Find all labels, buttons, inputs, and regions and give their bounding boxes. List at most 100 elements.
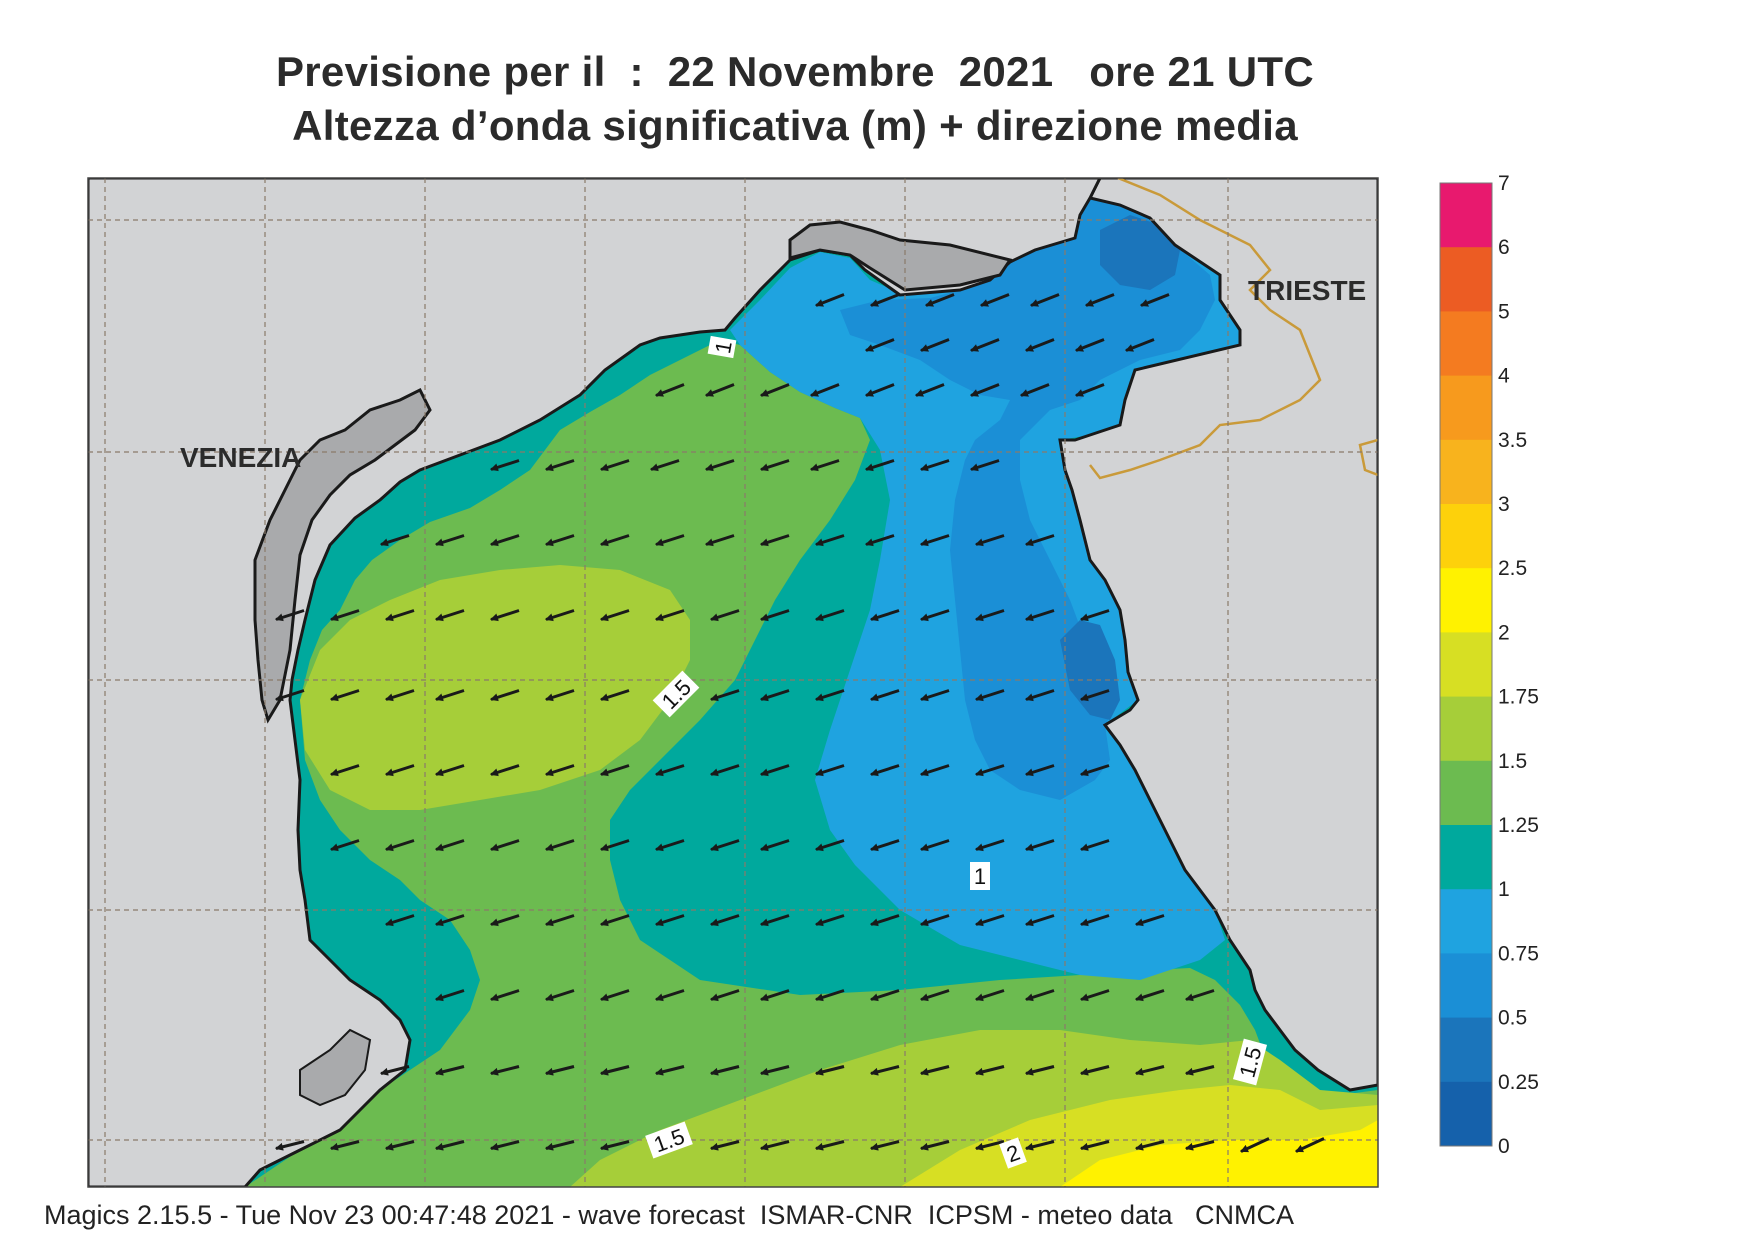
wave-arrow [545, 689, 575, 702]
wave-arrow [1080, 989, 1110, 1002]
wave-arrow [435, 689, 465, 702]
wave-arrow [710, 689, 740, 702]
wave-arrow [435, 534, 465, 547]
wave-arrow [815, 1140, 845, 1151]
wave-arrow [380, 1065, 410, 1076]
wave-arrow [760, 534, 790, 547]
wave-arrow [1025, 338, 1055, 352]
wave-arrow [385, 609, 415, 622]
wave-arrow [975, 989, 1005, 1002]
legend-label: 1.75 [1498, 686, 1539, 709]
wave-arrow [710, 914, 740, 927]
wave-arrow [435, 609, 465, 622]
wave-arrow [920, 839, 950, 852]
legend-label: 0 [1498, 1135, 1510, 1158]
wave-arrow [915, 383, 945, 397]
legend-swatch [1440, 375, 1492, 441]
legend-swatch [1440, 311, 1492, 377]
wave-arrow [490, 989, 520, 1002]
wave-arrow [330, 839, 360, 852]
wave-arrow [490, 1065, 520, 1076]
wave-arrow [710, 1065, 740, 1076]
wave-arrow [815, 293, 845, 307]
wave-arrow [275, 1140, 305, 1151]
wave-arrow [490, 764, 520, 777]
wave-arrow [655, 534, 685, 547]
wave-arrow [975, 839, 1005, 852]
wave-arrow [600, 1065, 630, 1076]
wave-arrow [760, 839, 790, 852]
legend-label: 7 [1498, 172, 1510, 195]
svg-text:1: 1 [710, 339, 737, 355]
wave-arrow [1025, 839, 1055, 852]
wave-arrow [870, 689, 900, 702]
wave-arrow [600, 764, 630, 777]
legend-label: 1 [1498, 878, 1510, 901]
legend-label: 2 [1498, 621, 1510, 644]
wave-arrow [920, 459, 950, 472]
wave-arrow [865, 338, 895, 352]
wave-arrow [1185, 1065, 1215, 1076]
wave-arrow [970, 383, 1000, 397]
city-label-venezia: VENEZIA [180, 442, 301, 473]
wave-arrow [275, 689, 305, 702]
forecast-title: Previsione per il : 22 Novembre 2021 ore… [275, 48, 1315, 95]
wave-arrow [975, 914, 1005, 927]
wave-arrow [600, 609, 630, 622]
wave-arrow [920, 534, 950, 547]
wave-arrow [1125, 338, 1155, 352]
legend-label: 0.25 [1498, 1071, 1539, 1094]
wave-arrow [760, 1140, 790, 1151]
legend-swatch [1440, 439, 1492, 505]
wave-arrow [975, 609, 1005, 622]
wave-arrow [865, 459, 895, 472]
wave-arrow [545, 534, 575, 547]
wave-arrow [870, 914, 900, 927]
land-istria [1058, 178, 1378, 1092]
wave-arrow [1295, 1137, 1325, 1153]
wave-arrow [925, 293, 955, 307]
po-delta [299, 1028, 372, 1107]
wave-arrow [435, 989, 465, 1002]
wave-arrow [980, 293, 1010, 307]
wave-arrow [385, 689, 415, 702]
graticule [88, 178, 1378, 1187]
wave-arrow [655, 609, 685, 622]
map-frame [87, 177, 1379, 1188]
wave-arrow [655, 764, 685, 777]
legend-swatch [1440, 696, 1492, 762]
wave-arrow [710, 609, 740, 622]
wave-arrow [920, 609, 950, 622]
wave-arrow [600, 459, 630, 472]
wave-arrow [435, 1140, 465, 1151]
wave-arrow [385, 764, 415, 777]
wave-band-0-5 [840, 198, 1215, 800]
legend-label: 0.5 [1498, 1007, 1527, 1030]
wave-arrow [815, 989, 845, 1002]
legend-label: 3.5 [1498, 429, 1527, 452]
wave-arrow [1240, 1137, 1270, 1153]
legend-label: 4 [1498, 365, 1510, 388]
wave-arrow [545, 839, 575, 852]
contour-label: 1.5 [1232, 1038, 1268, 1086]
legend-label: 1.25 [1498, 814, 1539, 837]
wave-arrow [1080, 1140, 1110, 1151]
wave-arrow [1075, 383, 1105, 397]
wave-arrow [975, 1065, 1005, 1076]
wave-arrow [275, 609, 305, 622]
wave-band-0-25-east [1060, 620, 1120, 720]
wave-arrow [1080, 1065, 1110, 1076]
wave-arrow [920, 764, 950, 777]
wave-arrow [975, 764, 1005, 777]
wave-arrow [970, 459, 1000, 472]
wave-arrow [920, 689, 950, 702]
wave-arrow [1135, 1140, 1165, 1151]
wave-direction-arrows [275, 293, 1325, 1153]
wave-arrow [870, 1065, 900, 1076]
wave-arrow [330, 764, 360, 777]
wave-arrow [435, 914, 465, 927]
legend-swatch [1440, 1017, 1492, 1083]
wave-arrow [760, 459, 790, 472]
